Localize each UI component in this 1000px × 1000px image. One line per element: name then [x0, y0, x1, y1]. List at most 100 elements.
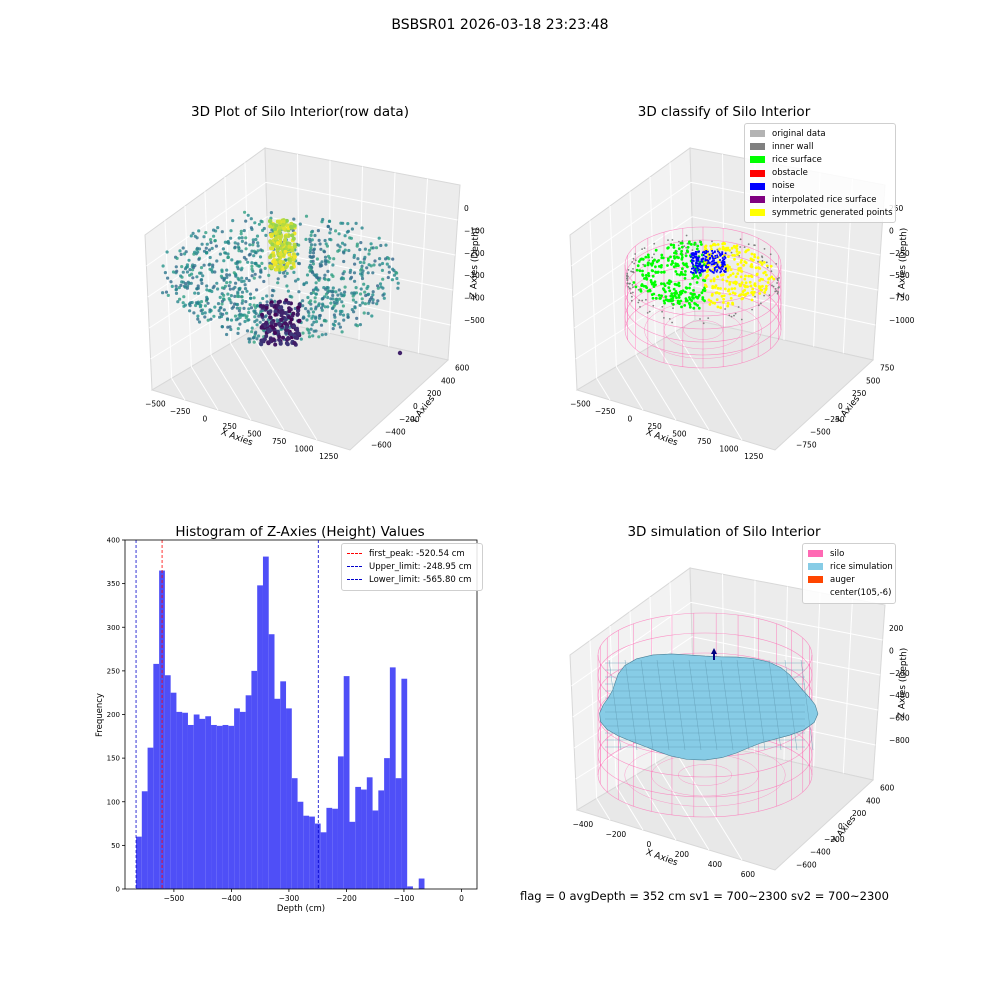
z-tick-label: 250	[889, 204, 904, 213]
data-point	[326, 278, 330, 282]
data-point	[347, 248, 351, 253]
classified-point	[696, 276, 700, 280]
data-point	[176, 300, 180, 304]
histogram-bar	[147, 747, 154, 889]
data-point	[195, 246, 199, 250]
legend-label: obstacle	[772, 168, 808, 179]
classified-point	[730, 287, 734, 291]
data-point	[309, 246, 313, 250]
classified-point	[750, 252, 754, 256]
figure-title: BSBSR01 2026-03-18 23:23:48	[391, 17, 609, 33]
noise-point	[696, 267, 699, 270]
data-point	[331, 286, 335, 290]
data-point	[240, 279, 244, 284]
histogram-bar	[170, 692, 177, 889]
histogram-bar	[309, 816, 315, 889]
data-point	[324, 260, 328, 264]
data-point	[379, 285, 383, 289]
data-point	[188, 304, 192, 308]
data-point	[309, 233, 313, 237]
z-tick-label: −200	[889, 669, 910, 678]
noise-point	[695, 253, 697, 256]
grid-line	[265, 181, 458, 221]
noise-point	[716, 263, 719, 266]
noise-point	[721, 251, 724, 254]
data-point	[166, 293, 170, 297]
data-point	[254, 261, 258, 266]
classified-point	[750, 275, 754, 278]
data-point	[329, 227, 333, 231]
classified-point	[697, 306, 701, 310]
data-point	[360, 267, 364, 271]
data-point	[212, 314, 216, 318]
data-point	[238, 306, 242, 310]
histogram-bar	[332, 808, 338, 889]
data-point	[217, 309, 221, 313]
data-point	[371, 290, 375, 294]
noise-point	[714, 257, 717, 259]
histogram-bar	[326, 807, 333, 889]
wall-point	[629, 287, 631, 290]
data-point	[220, 268, 224, 272]
data-point	[204, 231, 208, 235]
classified-point	[691, 295, 694, 299]
data-point	[305, 318, 309, 322]
data-point	[268, 261, 272, 265]
data-point	[239, 229, 243, 233]
data-point	[310, 323, 314, 327]
classified-point	[736, 253, 739, 256]
legend-item: noise	[750, 180, 890, 193]
noise-point	[695, 261, 698, 264]
legend-item: Lower_limit: -565.80 cm	[347, 573, 477, 586]
noise-point	[690, 271, 692, 273]
classified-point	[641, 273, 644, 277]
noise-point	[700, 266, 703, 269]
classified-point	[681, 273, 685, 276]
classified-point	[670, 292, 674, 296]
classified-point	[711, 286, 715, 290]
data-point	[253, 272, 257, 276]
data-point	[170, 284, 174, 288]
data-point	[266, 341, 271, 346]
data-point	[182, 295, 186, 299]
data-point	[263, 266, 267, 270]
noise-point	[700, 269, 702, 271]
data-point	[330, 289, 334, 293]
noise-point	[692, 271, 695, 274]
data-point	[258, 275, 262, 279]
data-point	[345, 230, 349, 234]
classified-point	[690, 299, 694, 302]
classified-point	[769, 264, 773, 268]
wall-point	[626, 272, 629, 275]
data-point	[356, 257, 360, 261]
legend-swatch	[750, 143, 765, 151]
noise-point	[716, 254, 719, 257]
classified-point	[639, 288, 642, 291]
data-point	[181, 270, 185, 274]
wall-point	[642, 263, 645, 266]
classified-point	[642, 284, 646, 288]
classified-point	[693, 275, 696, 278]
classified-point	[703, 289, 707, 292]
data-point	[278, 259, 283, 264]
data-point	[175, 269, 179, 273]
wall-point	[628, 282, 631, 285]
legend-swatch	[750, 196, 765, 204]
legend-label: Upper_limit: -248.95 cm	[369, 561, 472, 572]
data-point	[309, 268, 313, 272]
data-point	[288, 320, 293, 325]
grid-line	[629, 191, 637, 356]
grid-line	[297, 154, 301, 327]
data-point	[314, 316, 318, 320]
wall-point	[652, 304, 655, 307]
silo-floor-ring	[678, 764, 732, 786]
classified-point	[733, 257, 736, 261]
data-point	[228, 325, 232, 329]
data-point	[309, 327, 313, 331]
x-tick-label: 500	[672, 429, 687, 438]
data-point	[187, 258, 191, 262]
mesh-line	[768, 659, 782, 751]
data-point	[236, 290, 240, 294]
classified-point	[660, 294, 663, 298]
wall-point	[661, 310, 663, 313]
